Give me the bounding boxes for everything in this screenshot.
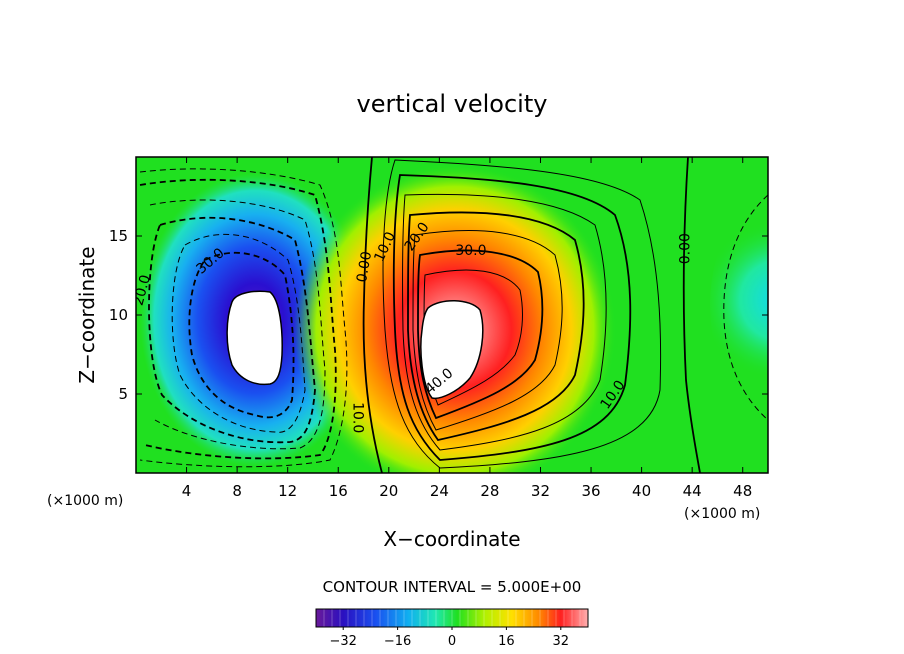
colorbar-ticks: −32 −16 0 16 32 xyxy=(329,627,569,649)
x-tick-label: 12 xyxy=(278,482,297,500)
contour-neg-10 xyxy=(139,178,337,460)
y-tick-label: 5 xyxy=(118,385,128,403)
y-axis-label: Z−coordinate xyxy=(75,246,99,383)
contour-label: 0.00 xyxy=(678,233,694,264)
colorbar-tick-label: 0 xyxy=(448,634,456,649)
contour-label: 10.0 xyxy=(349,402,365,433)
x-tick-label: 24 xyxy=(430,482,449,500)
x-unit-left: (×1000 m) xyxy=(47,493,123,509)
colorbar-tick-label: −32 xyxy=(329,634,356,649)
y-tick-label: 15 xyxy=(109,227,128,245)
contour-neg-30 xyxy=(188,251,295,419)
x-tick-label: 4 xyxy=(182,482,192,500)
contour-label: 30.0 xyxy=(455,243,486,259)
contour-label: 0.00 xyxy=(354,250,375,283)
contour-zero-right xyxy=(682,157,701,473)
contour-neg-15 xyxy=(149,199,326,450)
contour-pos-15 xyxy=(402,193,607,451)
colorbar-stripes xyxy=(323,609,581,627)
x-tick-label: 28 xyxy=(480,482,499,500)
contour-neg-5 xyxy=(139,168,348,468)
x-tick-label: 40 xyxy=(632,482,651,500)
x-tick-label: 16 xyxy=(329,482,348,500)
downdraft-core xyxy=(226,290,283,386)
colorbar-tick-label: 16 xyxy=(498,634,515,649)
x-tick-label: 8 xyxy=(232,482,242,500)
x-axis-label: X−coordinate xyxy=(383,527,520,551)
colorbar-tick-label: 32 xyxy=(553,634,570,649)
contour-pos-25 xyxy=(412,230,563,431)
contour-pos-5 xyxy=(382,159,662,469)
colorbar-tick-label: −16 xyxy=(384,634,411,649)
x-tick-label: 20 xyxy=(379,482,398,500)
right-downdraft-field xyxy=(710,189,768,421)
contour-zero-left xyxy=(362,157,383,473)
x-tick-label: 48 xyxy=(733,482,752,500)
y-axis: 5 10 15 xyxy=(109,227,768,403)
x-unit-right: (×1000 m) xyxy=(684,506,760,522)
positive-contours xyxy=(362,157,768,473)
colorbar-fill xyxy=(316,609,588,627)
y-tick-label: 10 xyxy=(109,306,128,324)
contour-interval-label: CONTOUR INTERVAL = 5.000E+00 xyxy=(323,578,582,596)
chart-title: vertical velocity xyxy=(357,90,548,118)
contour-pos-10 xyxy=(392,174,632,461)
contour-pos-20 xyxy=(407,211,585,442)
contour-neg-25 xyxy=(171,233,306,433)
contour-pos-30 xyxy=(417,249,544,420)
x-tick-label: 44 xyxy=(683,482,702,500)
contour-neg-5-right xyxy=(723,194,768,421)
negative-contours xyxy=(139,168,348,468)
colorbar: −32 −16 0 16 32 xyxy=(315,608,589,649)
x-axis: 4 8 12 16 20 24 28 32 36 40 44 48 xyxy=(182,157,752,500)
updraft-core xyxy=(420,300,484,400)
x-tick-label: 32 xyxy=(531,482,550,500)
x-tick-label: 36 xyxy=(581,482,600,500)
